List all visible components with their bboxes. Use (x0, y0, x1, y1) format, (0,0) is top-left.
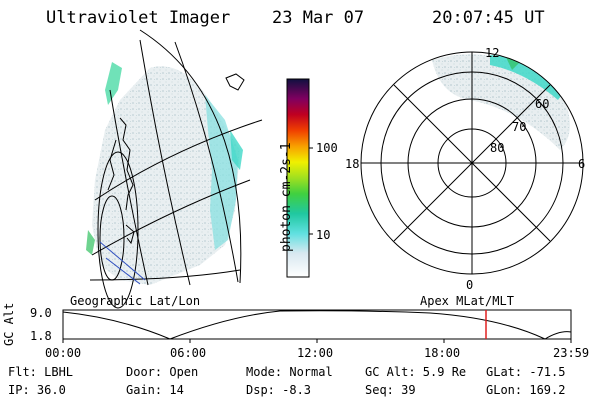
time-label: 20:07:45 UT (432, 8, 545, 28)
mlt-label-6: 6 (578, 157, 586, 171)
geographic-caption: Geographic Lat/Lon (70, 294, 201, 308)
mlt-label-0: 0 (466, 278, 474, 292)
xtick-1200: 12:00 (297, 346, 334, 360)
glat-status: GLat: -71.5 (486, 365, 566, 379)
xtick-1800: 18:00 (424, 346, 461, 360)
glon-status: GLon: 169.2 (486, 383, 566, 397)
colorbar-tick-10: 10 (316, 228, 331, 242)
mode-status: Mode: Normal (246, 365, 333, 379)
xtick-0000: 00:00 (45, 346, 82, 360)
lat-label-80: 80 (490, 141, 505, 155)
date-label: 23 Mar 07 (272, 8, 365, 28)
seq-status: Seq: 39 (365, 383, 416, 397)
colorbar (286, 78, 310, 278)
altitude-plot (62, 309, 572, 343)
colorbar-label: photon cm-2s-1 (279, 142, 294, 252)
lat-label-70: 70 (512, 120, 527, 134)
geographic-map (86, 29, 263, 309)
apex-caption: Apex MLat/MLT (420, 294, 514, 308)
polar-plot (360, 51, 584, 275)
xtick-2359: 23:59 (553, 346, 590, 360)
altitude-ylabel: GC Alt (2, 302, 16, 346)
lat-label-60: 60 (535, 97, 550, 111)
mlt-label-18: 18 (345, 157, 360, 171)
filter-status: Flt: LBHL (8, 365, 74, 379)
ip-status: IP: 36.0 (8, 383, 66, 397)
door-status: Door: Open (126, 365, 199, 379)
instrument-title: Ultraviolet Imager (46, 8, 231, 28)
colorbar-tick-100: 100 (316, 141, 338, 155)
altitude-ytick-top: 9.0 (30, 306, 52, 320)
dsp-status: Dsp: -8.3 (246, 383, 312, 397)
xtick-0600: 06:00 (170, 346, 207, 360)
altitude-ytick-bottom: 1.8 (30, 329, 52, 343)
gain-status: Gain: 14 (126, 383, 184, 397)
mlt-label-12: 12 (485, 46, 500, 60)
gc-alt-status: GC Alt: 5.9 Re (365, 365, 467, 379)
